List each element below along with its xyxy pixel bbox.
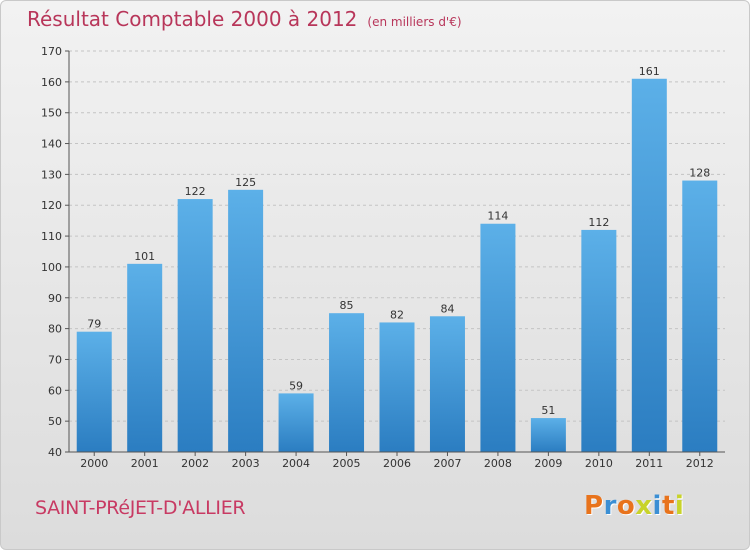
logo-letter: i <box>652 491 662 521</box>
logo-letter: i <box>674 491 685 521</box>
data-label-2006: 82 <box>390 308 404 321</box>
data-label-2009: 51 <box>541 404 555 417</box>
data-label-2007: 84 <box>440 302 454 315</box>
bar-2005 <box>329 313 365 452</box>
axes: 40 50 60 70 80 90 100 110 120 130 140 150 160 170 2000… <box>41 45 725 470</box>
y-tick-label: 40 <box>48 446 62 459</box>
x-tick-label-2008: 2008 <box>484 457 512 470</box>
x-tick-label-2006: 2006 <box>383 457 411 470</box>
data-label-2000: 79 <box>87 318 101 331</box>
data-label-2002: 122 <box>185 185 206 198</box>
x-tick-label-2001: 2001 <box>131 457 159 470</box>
data-label-2011: 161 <box>639 65 660 78</box>
y-tick-label: 70 <box>48 353 62 366</box>
logo-letter: x <box>635 491 653 521</box>
bar-2010 <box>581 229 617 452</box>
bar-2001 <box>127 263 163 452</box>
bar-2000 <box>76 331 112 452</box>
y-tick-label: 60 <box>48 384 62 397</box>
bar-2009 <box>530 418 566 452</box>
y-tick-label: 110 <box>41 230 62 243</box>
y-tick-label: 50 <box>48 415 62 428</box>
bar-2004 <box>278 393 314 452</box>
x-tick-label-2004: 2004 <box>282 457 310 470</box>
proxiti-logo: Proxiti <box>584 491 684 521</box>
x-tick-label-2000: 2000 <box>80 457 108 470</box>
x-tick-label-2010: 2010 <box>585 457 613 470</box>
bar-2012 <box>682 180 718 453</box>
logo-letter: o <box>616 491 636 521</box>
y-tick-label: 120 <box>41 199 62 212</box>
y-tick-label: 140 <box>41 138 62 151</box>
data-label-2010: 112 <box>588 216 609 229</box>
x-tick-label-2011: 2011 <box>635 457 663 470</box>
y-tick-label: 160 <box>41 76 62 89</box>
chart-title: Résultat Comptable 2000 à 2012 (en millie… <box>27 7 462 31</box>
data-label-2012: 128 <box>689 167 710 180</box>
x-tick-label-2002: 2002 <box>181 457 209 470</box>
x-tick-label-2007: 2007 <box>433 457 461 470</box>
bar-2011 <box>631 78 667 452</box>
bar-2008 <box>480 223 516 452</box>
bar-2007 <box>429 316 465 452</box>
data-label-2005: 85 <box>340 299 354 312</box>
chart-title-text: Résultat Comptable 2000 à 2012 <box>27 7 358 31</box>
logo-letter: r <box>603 491 617 521</box>
y-tick-label: 80 <box>48 323 62 336</box>
data-label-2004: 59 <box>289 379 303 392</box>
bar-2006 <box>379 322 415 452</box>
y-tick-label: 130 <box>41 168 62 181</box>
data-label-2001: 101 <box>134 250 155 263</box>
chart-subtitle: (en milliers d'€) <box>367 15 462 29</box>
y-tick-label: 100 <box>41 261 62 274</box>
data-label-2008: 114 <box>487 210 508 223</box>
x-tick-label-2012: 2012 <box>686 457 714 470</box>
logo-letter: t <box>661 491 675 521</box>
bars <box>76 78 718 453</box>
bar-2003 <box>228 189 264 453</box>
y-tick-label: 90 <box>48 292 62 305</box>
x-tick-label-2009: 2009 <box>534 457 562 470</box>
bar-2002 <box>177 199 213 452</box>
data-label-2003: 125 <box>235 176 256 189</box>
commune-name: SAINT-PRéJET-D'ALLIER <box>35 497 246 519</box>
y-tick-label: 150 <box>41 107 62 120</box>
x-tick-label-2003: 2003 <box>232 457 260 470</box>
logo-letter: P <box>584 491 604 521</box>
x-tick-label-2005: 2005 <box>333 457 361 470</box>
y-tick-label: 170 <box>41 45 62 58</box>
data-labels: 79 101 122 125 59 85 82 84 114 51 112 161 128 <box>87 65 710 417</box>
